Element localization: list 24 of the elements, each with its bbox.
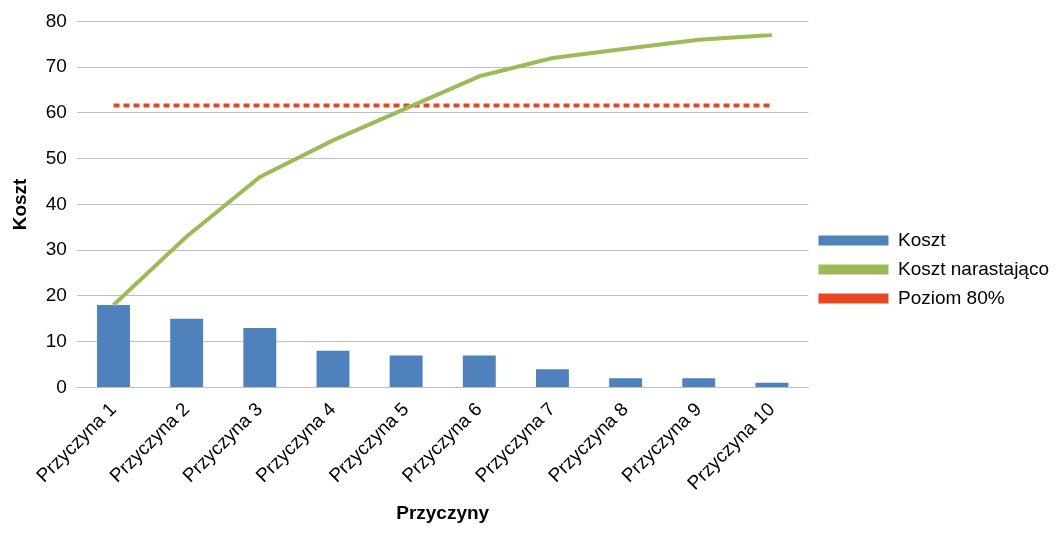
bar <box>389 355 423 387</box>
y-tick-label: 70 <box>45 55 67 77</box>
y-tick-label: 40 <box>45 192 67 214</box>
bar <box>755 382 789 387</box>
legend-label: Poziom 80% <box>897 286 1005 308</box>
y-tick-label: 60 <box>45 101 67 123</box>
bar <box>316 350 350 387</box>
y-tick-label: 20 <box>45 284 67 306</box>
bar <box>609 378 643 387</box>
bar <box>97 305 130 387</box>
y-tick-label: 50 <box>45 146 67 168</box>
y-tick-label: 80 <box>45 9 67 31</box>
y-tick-label: 10 <box>45 329 67 351</box>
y-tick-label: 30 <box>45 238 67 260</box>
y-axis-title: Koszt <box>8 177 30 231</box>
bar <box>682 378 716 387</box>
legend-label: Koszt <box>897 228 947 250</box>
y-tick-label: 0 <box>56 375 67 397</box>
legend-label: Koszt narastająco <box>897 257 1050 279</box>
bar <box>462 355 496 387</box>
bar <box>170 318 204 387</box>
bar <box>535 369 569 387</box>
x-axis-title: Przyczyny <box>396 501 490 523</box>
bar <box>243 327 277 387</box>
